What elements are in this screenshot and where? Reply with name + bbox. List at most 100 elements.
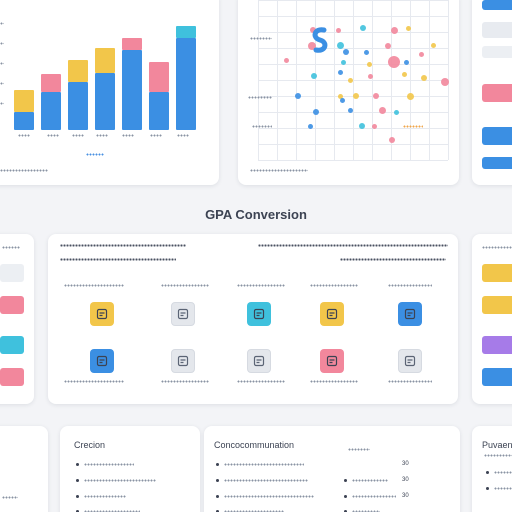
scatter-dot [360,25,366,31]
credit-icon[interactable] [320,302,344,326]
tiles-subheader-1 [60,258,176,261]
scatter-dot [441,78,449,86]
scatter-dot [310,27,316,33]
grid-line [258,48,448,49]
scatter-chart-card [238,0,459,185]
scatter-dot [313,109,319,115]
grid-line [258,112,448,113]
percent-icon[interactable] [320,349,344,373]
bar-segment [95,48,115,73]
course-icon[interactable] [90,349,114,373]
bar-chart [8,12,198,130]
bottom-right-card: Puvaen [472,426,512,512]
report-icon[interactable] [398,349,422,373]
tile-row1-label [388,284,432,287]
row-value-2: 30 [402,477,409,483]
scatter-dot [295,93,301,99]
row-value-3: 30 [402,493,409,499]
gpa-calc-icon[interactable] [90,302,114,326]
scatter-dots [238,0,459,185]
tiles-subheader-2 [340,258,446,261]
scatter-dot [359,123,365,129]
grid-line [258,0,448,1]
calendar-icon[interactable] [171,349,195,373]
grid-line [258,144,448,145]
scatter-dot [403,59,409,65]
scatter-dot [340,59,346,65]
grid-line [258,160,448,161]
bar-base [95,73,115,130]
tiles-header-line-1 [60,244,186,247]
scatter-dot [311,73,317,79]
top-right-gray-chip [482,22,512,38]
chart-caption [0,169,48,172]
middle-left-gray-chip [0,264,24,282]
tiles-header-line-2 [258,244,448,247]
scatter-dot [308,42,316,50]
top-right-gray-chip-2 [482,46,512,58]
scatter-dot [367,73,373,79]
middle-left-card [0,234,34,404]
middle-right-card [472,234,512,404]
grade-table-icon[interactable] [171,302,195,326]
bottom-list-heading-2: Concocommunation [214,440,295,450]
middle-right-yellow-chip[interactable] [482,264,512,282]
scatter-dot [390,26,398,34]
tile-row2-label [64,380,124,383]
bar-base [176,38,196,130]
scatter-dot [378,106,386,114]
tile-row1-label [310,284,358,287]
tile-row1-label [64,284,124,287]
bar-base [68,82,88,130]
conversion-tiles-card [48,234,458,404]
middle-left-pink-chip[interactable] [0,296,24,314]
middle-right-blue-chip[interactable] [482,368,512,386]
scatter-dot [406,92,414,100]
bar-segment [68,60,88,82]
bar-chart-card [0,0,219,185]
bar-segment [41,74,61,92]
middle-right-yellow-chip-2[interactable] [482,296,512,314]
scatter-dot [337,69,343,75]
middle-left-pink-chip-2[interactable] [0,368,24,386]
scatter-dot [347,77,353,83]
bottom-list-card-2: Concocommunation 30 30 30 [204,426,460,512]
scatter-dot [283,57,289,63]
bottom-left-card [0,426,48,512]
bottom-right-heading: Puvaen [482,440,512,450]
middle-right-purple-chip[interactable] [482,336,512,354]
scatter-dot [385,43,391,49]
scatter-dot [335,27,341,33]
section-title: GPA Conversion [205,207,307,222]
scale-icon[interactable] [398,302,422,326]
scatter-dot [393,109,399,115]
tile-row1-label [237,284,285,287]
top-right-pink-chip[interactable] [482,84,512,102]
scatter-dot [347,107,353,113]
scatter-dot [353,93,359,99]
bottom-list-heading-1: Crecion [74,440,106,450]
tile-row2-label [388,380,432,383]
bar-base [41,92,61,130]
scatter-dot [336,41,344,49]
tile-row1-label [161,284,209,287]
bar-base [122,50,142,130]
scatter-dot [363,49,369,55]
transcript-icon[interactable] [247,302,271,326]
bar-segment [149,62,169,92]
bottom-list-card-1: Crecion [60,426,200,512]
scatter-dot [337,93,343,99]
tile-row2-label [161,380,209,383]
x-axis-label [86,153,104,156]
scatter-dot [405,25,411,31]
top-right-blue-chip[interactable] [482,0,512,10]
top-right-blue-chip-2[interactable] [482,127,512,145]
scatter-dot [343,49,349,55]
middle-left-cyan-chip[interactable] [0,336,24,354]
grid-line [258,32,448,33]
student-icon[interactable] [247,349,271,373]
scatter-dot [371,123,377,129]
scatter-dot [421,75,427,81]
top-right-blue-chip-3[interactable] [482,157,512,169]
scatter-dot [307,123,313,129]
